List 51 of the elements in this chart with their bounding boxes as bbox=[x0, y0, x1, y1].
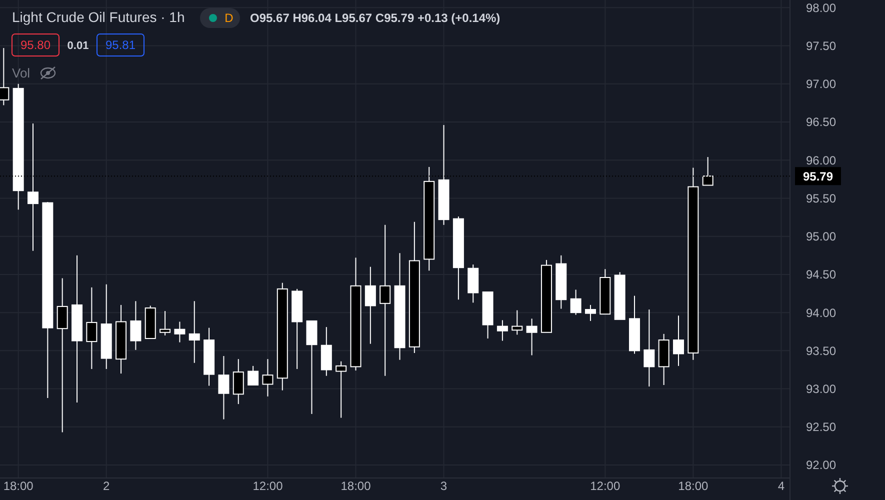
candlestick bbox=[130, 300, 142, 350]
annotation: 0.01 bbox=[67, 40, 89, 52]
candlestick bbox=[526, 318, 538, 356]
candlestick bbox=[174, 321, 186, 343]
y-tick-label: 98.00 bbox=[806, 0, 836, 15]
candlestick bbox=[644, 309, 655, 388]
candlestick bbox=[380, 224, 391, 376]
y-tick-label: 95.00 bbox=[806, 230, 836, 244]
annotation: Vol bbox=[12, 66, 30, 81]
candlestick bbox=[28, 123, 39, 252]
x-tick-label: 18:00 bbox=[678, 479, 709, 493]
y-tick-label: 97.00 bbox=[806, 77, 836, 92]
candlestick bbox=[262, 358, 274, 397]
y-tick-label: 95.50 bbox=[806, 191, 836, 206]
candlestick bbox=[218, 356, 230, 420]
annotation: 95.80 bbox=[20, 38, 51, 52]
y-tick-label: 94.50 bbox=[806, 268, 836, 282]
y-tick-label: 96.00 bbox=[806, 153, 836, 168]
y-tick-label: 92.00 bbox=[806, 458, 836, 472]
candlestick bbox=[570, 289, 582, 316]
candlestick bbox=[584, 304, 596, 322]
annotation: 95.81 bbox=[105, 38, 136, 52]
candlestick bbox=[86, 286, 98, 370]
candlestick bbox=[364, 266, 376, 344]
candlestick bbox=[496, 320, 508, 342]
text: Light Crude Oil Futures · 1h bbox=[12, 9, 185, 25]
x-tick-label: 3 bbox=[440, 479, 448, 493]
y-tick-label: 97.50 bbox=[806, 38, 836, 53]
ref-line-label: 95.79 bbox=[802, 169, 834, 184]
x-tick-label: 4 bbox=[778, 479, 785, 493]
candlestick bbox=[512, 310, 523, 336]
y-tick-label: 94.00 bbox=[806, 306, 836, 320]
candlestick bbox=[248, 365, 259, 386]
candlestick bbox=[56, 278, 68, 433]
y-tick-label: 92.50 bbox=[806, 420, 836, 434]
annotation: D bbox=[224, 11, 234, 26]
x-tick-label: 2 bbox=[103, 479, 110, 493]
x-tick-label: 18:00 bbox=[3, 479, 34, 493]
x-tick-label: 12:00 bbox=[252, 479, 284, 493]
annotation: O95.67 H96.04 L95.67 C95.79 +0.13 (+0.14%) bbox=[250, 11, 500, 26]
candlestick bbox=[336, 360, 347, 418]
y-tick-label: 93.50 bbox=[806, 344, 836, 358]
candlestick bbox=[232, 358, 244, 405]
candlestick bbox=[188, 300, 200, 364]
x-tick-label: 12:00 bbox=[590, 479, 620, 493]
y-tick-label: 93.00 bbox=[806, 382, 836, 396]
candlestick bbox=[673, 315, 684, 366]
candlestick bbox=[160, 310, 171, 336]
y-tick-label: 96.50 bbox=[806, 115, 836, 130]
candlestick bbox=[306, 320, 318, 414]
x-tick-label: 18:00 bbox=[340, 479, 372, 493]
